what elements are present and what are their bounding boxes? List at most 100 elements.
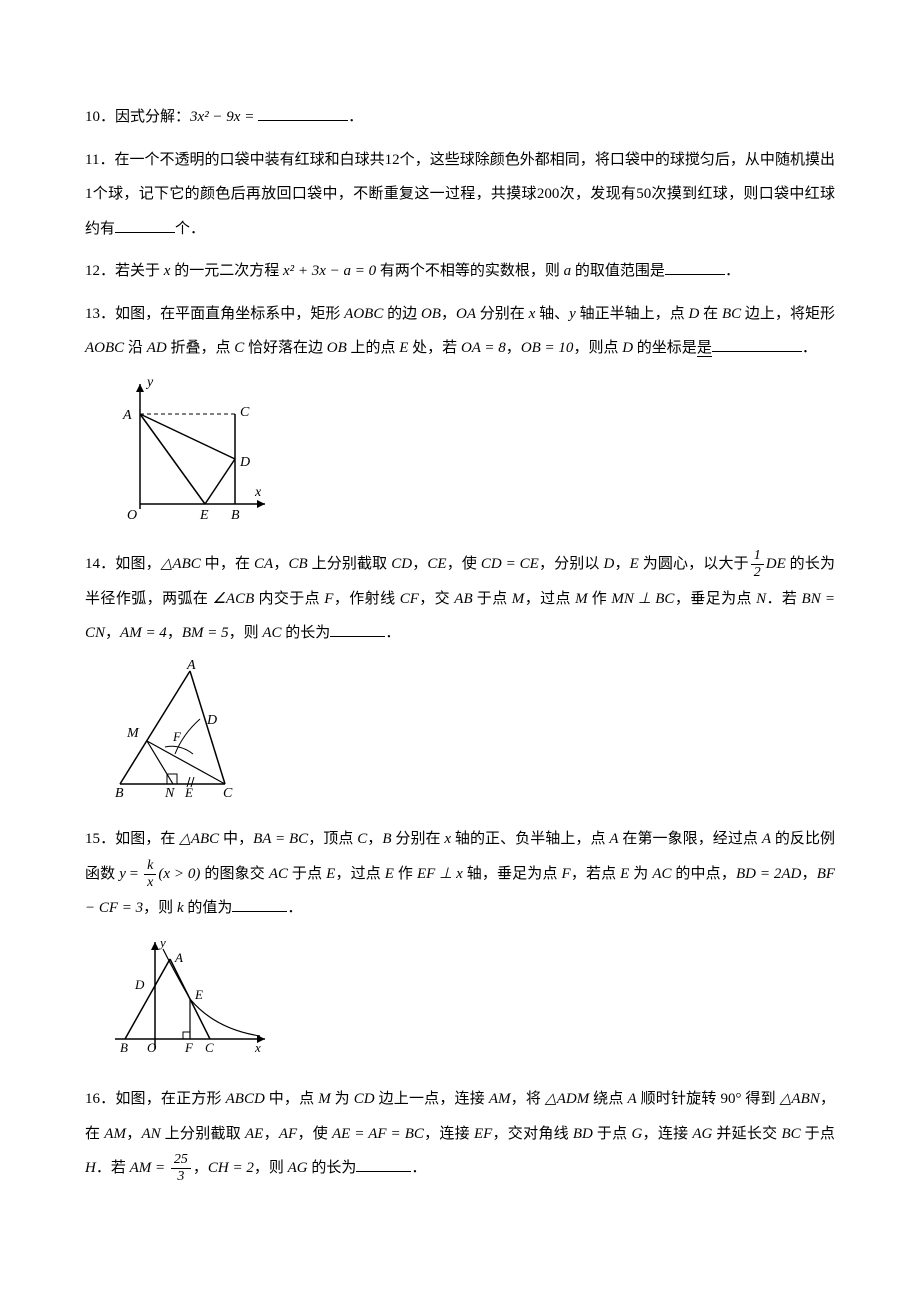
label-C: C xyxy=(223,786,233,799)
var: x xyxy=(444,831,451,847)
var: AC xyxy=(269,866,288,882)
text: 为 xyxy=(335,1091,350,1107)
var: E xyxy=(620,866,629,882)
text: 上分别截取 xyxy=(165,1126,241,1142)
var: OB xyxy=(327,340,347,356)
var: AE xyxy=(245,1126,263,1142)
text: 轴、 xyxy=(539,306,569,322)
label-B: B xyxy=(120,1040,128,1055)
text: 中，点 xyxy=(269,1091,315,1107)
var: AOBC xyxy=(85,340,124,356)
text: 的坐标是 xyxy=(637,340,697,356)
eq: CH = 2 xyxy=(208,1160,254,1176)
text: ， xyxy=(506,340,521,356)
text: ，垂足为点 xyxy=(674,591,751,607)
text: ，分别以 xyxy=(539,556,600,572)
var: CE xyxy=(427,556,446,572)
figure-15: y A D E B O F C x xyxy=(105,934,835,1073)
text: 如图，在平面直角坐标系中，矩形 xyxy=(115,306,340,322)
eq: BM = 5 xyxy=(182,625,229,641)
func-cond: (x > 0) xyxy=(158,866,200,882)
text: ．若 xyxy=(766,591,797,607)
text: 折叠，点 xyxy=(170,340,230,356)
text: 轴，垂足为点 xyxy=(467,866,558,882)
var: CD xyxy=(354,1091,375,1107)
eq: AE = AF = BC xyxy=(332,1126,424,1142)
var: G xyxy=(631,1126,642,1142)
var: BC xyxy=(781,1126,800,1142)
text: ，则 xyxy=(143,900,173,916)
frac-den: 2 xyxy=(751,565,764,580)
var: k xyxy=(177,900,184,916)
text: ，连接 xyxy=(642,1126,688,1142)
var: CF xyxy=(400,591,419,607)
text: 于点 xyxy=(805,1126,835,1142)
problem-number: 11． xyxy=(85,152,114,168)
label-D: D xyxy=(134,977,145,992)
text: ，连接 xyxy=(424,1126,470,1142)
text: ，作射线 xyxy=(333,591,395,607)
eq: OA = 8 xyxy=(461,340,506,356)
text: ，则点 xyxy=(573,340,618,356)
var: A xyxy=(627,1091,636,1107)
angle: ∠ACB xyxy=(212,591,254,607)
eq: OB = 10 xyxy=(521,340,574,356)
text: 边上一点，连接 xyxy=(379,1091,485,1107)
text: 的取值范围是 xyxy=(575,263,665,279)
text: 处，若 xyxy=(412,340,457,356)
problem-number: 13． xyxy=(85,306,115,322)
text: 为 xyxy=(633,866,648,882)
var: D xyxy=(689,306,700,322)
eq: EF ⊥ x xyxy=(417,866,463,882)
var: H xyxy=(85,1160,96,1176)
text: ， xyxy=(126,1126,142,1142)
var: AOBC xyxy=(344,306,383,322)
var: M xyxy=(318,1091,331,1107)
label-A: A xyxy=(186,659,196,673)
var: AM xyxy=(104,1126,126,1142)
text: ．若 xyxy=(96,1160,126,1176)
eq: CD = CE xyxy=(481,556,539,572)
text: ． xyxy=(385,625,400,641)
var: y xyxy=(569,306,576,322)
text: 中， xyxy=(223,831,253,847)
number: 1 xyxy=(85,186,93,202)
text: 边上，将矩形 xyxy=(745,306,835,322)
problem-number: 16． xyxy=(85,1091,115,1107)
text: 为圆心，以大于 xyxy=(643,556,749,572)
frac-den: 3 xyxy=(171,1169,191,1184)
text: 上的点 xyxy=(350,340,395,356)
text: ， xyxy=(105,625,120,641)
text: ． xyxy=(411,1160,426,1176)
var: A xyxy=(609,831,618,847)
text: 的中点， xyxy=(675,866,736,882)
tri: △ABC xyxy=(161,556,201,572)
fraction: kx xyxy=(144,859,156,890)
text: ，过点 xyxy=(335,866,381,882)
text: ． xyxy=(802,340,817,356)
text: 个，这些球除颜色外都相同，将口袋中的球搅匀后，从中随机摸出 xyxy=(400,152,835,168)
var: E xyxy=(385,866,394,882)
var: DE xyxy=(766,556,786,572)
text: 如图，在 xyxy=(115,831,175,847)
text: 个球，记下它的颜色后再放回口袋中，不断重复这一过程，共摸球 xyxy=(93,186,537,202)
text: 有两个不相等的实数根，则 xyxy=(380,263,560,279)
text: 于点 xyxy=(597,1126,628,1142)
var: E xyxy=(630,556,639,572)
text: ． xyxy=(287,900,302,916)
problem-number: 14． xyxy=(85,556,115,572)
label-O: O xyxy=(127,508,137,523)
text: 次，发现有 xyxy=(559,186,636,202)
text: 中，在 xyxy=(205,556,250,572)
figure-14: A M F D B N E C xyxy=(105,659,835,813)
frac-den: x xyxy=(144,875,156,890)
problem-10: 10．因式分解：3x² − 9x = ． xyxy=(85,100,835,135)
label-O: O xyxy=(147,1040,157,1055)
var: CD xyxy=(391,556,412,572)
answer-blank xyxy=(258,106,348,121)
text: ， xyxy=(167,625,182,641)
text: 得到 xyxy=(745,1091,775,1107)
label-F: F xyxy=(184,1040,194,1055)
var: AF xyxy=(279,1126,297,1142)
fraction: 12 xyxy=(751,549,764,580)
